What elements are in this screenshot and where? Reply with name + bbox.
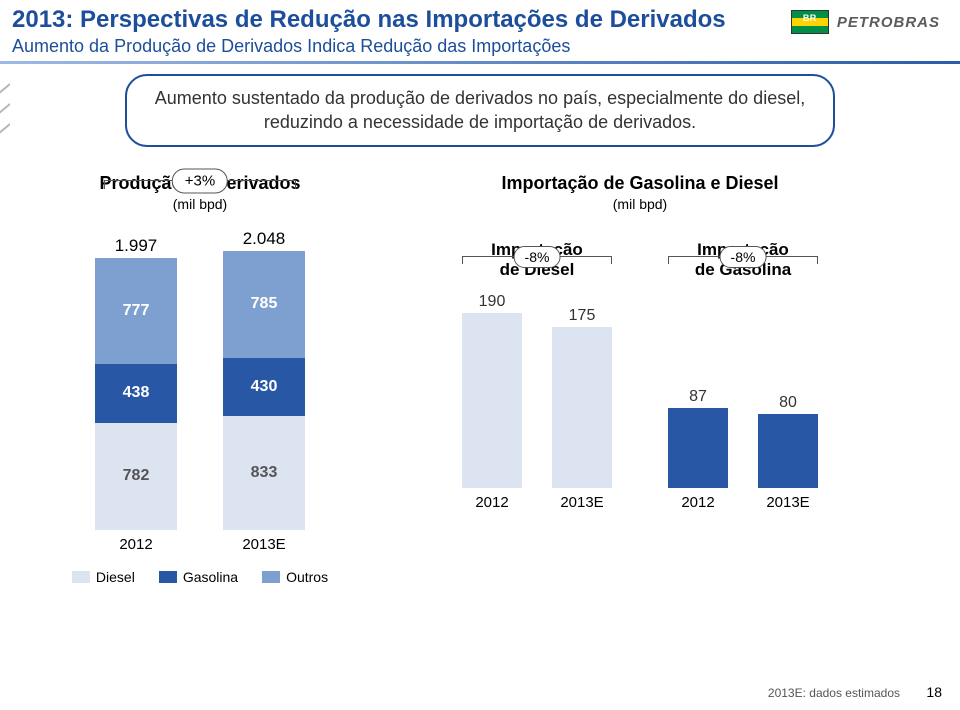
change-bracket-left: +3% <box>104 180 296 202</box>
legend-swatch <box>159 571 177 583</box>
legend-item-gasolina: Gasolina <box>159 569 238 585</box>
bar-total: 2.048 <box>223 229 305 249</box>
segment-outros: 785 <box>223 251 305 358</box>
right-chart-title-box: Importação de Gasolina e Diesel (mil bpd… <box>360 173 920 212</box>
right-chart-title: Importação de Gasolina e Diesel <box>360 173 920 194</box>
legend-swatch <box>72 571 90 583</box>
legend-item-outros: Outros <box>262 569 328 585</box>
right-charts: Importaçãode Diesel190175-8%20122013E Im… <box>360 240 920 511</box>
mini-xlabel: 2013E <box>758 494 818 511</box>
change-pill: -8% <box>720 246 767 268</box>
change-bracket: -8% <box>462 256 612 274</box>
callout-box: Aumento sustentado da produção de deriva… <box>125 74 835 147</box>
mini-xlabel: 2012 <box>668 494 728 511</box>
xlabel-2012: 2012 <box>95 536 177 553</box>
mini-chart-gasolina: Importaçãode Gasolina8780-8%20122013E <box>668 240 818 511</box>
mini-xlabels: 2012 2013E <box>668 494 818 511</box>
stacked-bar-2013E: 7854308332.048 <box>223 251 305 530</box>
callout-line1: Aumento sustentado da produção de deriva… <box>155 86 805 110</box>
legend-label: Outros <box>286 569 328 585</box>
mini-xlabels: 2012 2013E <box>462 494 612 511</box>
legend: Diesel Gasolina Outros <box>40 569 360 585</box>
legend-label: Diesel <box>96 569 135 585</box>
mini-xlabel: 2013E <box>552 494 612 511</box>
bar-total: 1.997 <box>95 236 177 256</box>
right-chart-subtitle: (mil bpd) <box>360 196 920 212</box>
segment-diesel: 833 <box>223 416 305 529</box>
mini-bar-2012: 87 <box>668 408 728 488</box>
left-decorative-ticks <box>0 70 10 710</box>
petrobras-logo-icon <box>791 10 829 34</box>
mini-chart-diesel: Importaçãode Diesel190175-8%20122013E <box>462 240 612 511</box>
mini-bar-value: 87 <box>668 388 728 406</box>
mini-bar-value: 190 <box>462 293 522 311</box>
page-subtitle: Aumento da Produção de Derivados Indica … <box>12 36 948 57</box>
segment-gasolina: 438 <box>95 364 177 424</box>
legend-swatch <box>262 571 280 583</box>
mini-bar-2013E: 80 <box>758 414 818 488</box>
legend-item-diesel: Diesel <box>72 569 135 585</box>
change-bracket: -8% <box>668 256 818 274</box>
stacked-bar-chart: +3% 7774387821.9977854308332.048 2012 20… <box>40 230 360 585</box>
mini-bar-2012: 190 <box>462 313 522 488</box>
mini-bar-value: 175 <box>552 307 612 325</box>
petrobras-logo: PETROBRAS <box>791 10 940 34</box>
mini-bar-value: 80 <box>758 394 818 412</box>
page-number: 18 <box>926 684 942 700</box>
header-divider <box>0 61 960 64</box>
mini-bar-2013E: 175 <box>552 327 612 488</box>
change-pill-left: +3% <box>172 168 228 193</box>
mini-xlabel: 2012 <box>462 494 522 511</box>
segment-gasolina: 430 <box>223 358 305 416</box>
footnote: 2013E: dados estimados <box>768 686 900 700</box>
stacked-bar-2012: 7774387821.997 <box>95 258 177 530</box>
segment-outros: 777 <box>95 258 177 364</box>
legend-label: Gasolina <box>183 569 238 585</box>
mini-bars: 190175-8% <box>462 298 612 488</box>
callout-line2: reduzindo a necessidade de importação de… <box>155 110 805 134</box>
xlabel-2013e: 2013E <box>223 536 305 553</box>
petrobras-logo-text: PETROBRAS <box>837 14 940 31</box>
change-pill: -8% <box>514 246 561 268</box>
mini-bars: 8780-8% <box>668 298 818 488</box>
segment-diesel: 782 <box>95 423 177 529</box>
